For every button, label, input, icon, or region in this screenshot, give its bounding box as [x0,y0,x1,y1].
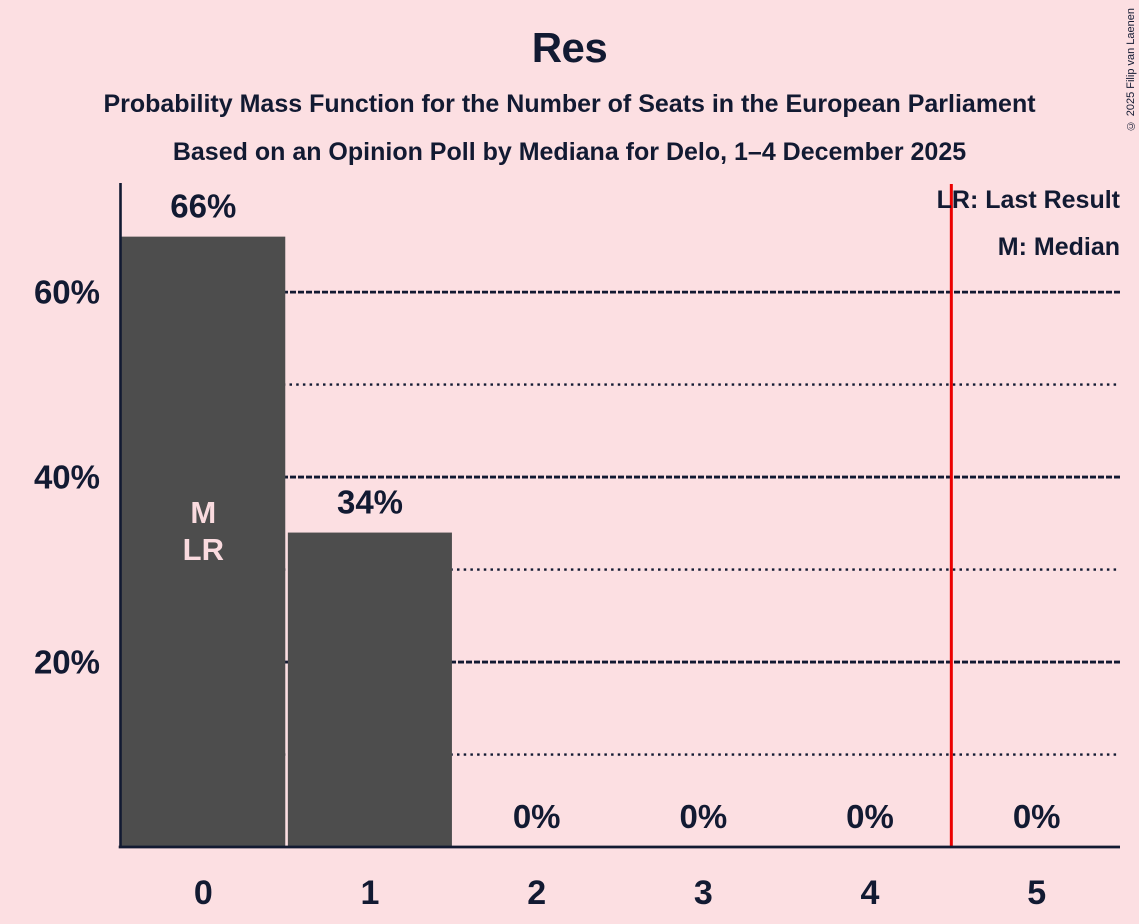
bar-0 [121,236,286,847]
x-tick-label: 2 [527,874,546,912]
bar-1 [287,532,452,847]
x-tick-label: 3 [694,874,713,912]
median-last-result-label: LR [183,532,224,567]
bar-value-label: 34% [337,484,403,521]
median-last-result-label: M [190,495,216,530]
copyright-note: © 2025 Filip van Laenen [1125,8,1137,132]
bar-value-label: 0% [513,798,561,835]
y-tick-label: 20% [34,644,100,681]
legend: LR: Last Result M: Median [937,185,1120,279]
x-tick-label: 0 [194,874,213,912]
x-tick-label: 4 [861,874,880,912]
bar-value-label: 66% [170,188,236,225]
y-tick-label: 60% [34,274,100,311]
chart-subtitle: Probability Mass Function for the Number… [103,90,1036,118]
legend-last-result: LR: Last Result [936,186,1120,214]
legend-median: M: Median [997,233,1120,261]
bar-value-label: 0% [846,798,894,835]
chart-title: Res [531,24,608,71]
chart-subtitle-source: Based on an Opinion Poll by Mediana for … [172,138,967,166]
x-tick-label: 5 [1027,874,1046,912]
y-tick-label: 40% [34,459,100,496]
bar-value-label: 0% [679,798,727,835]
bar-value-label: 0% [1013,798,1061,835]
x-tick-label: 1 [361,874,380,912]
